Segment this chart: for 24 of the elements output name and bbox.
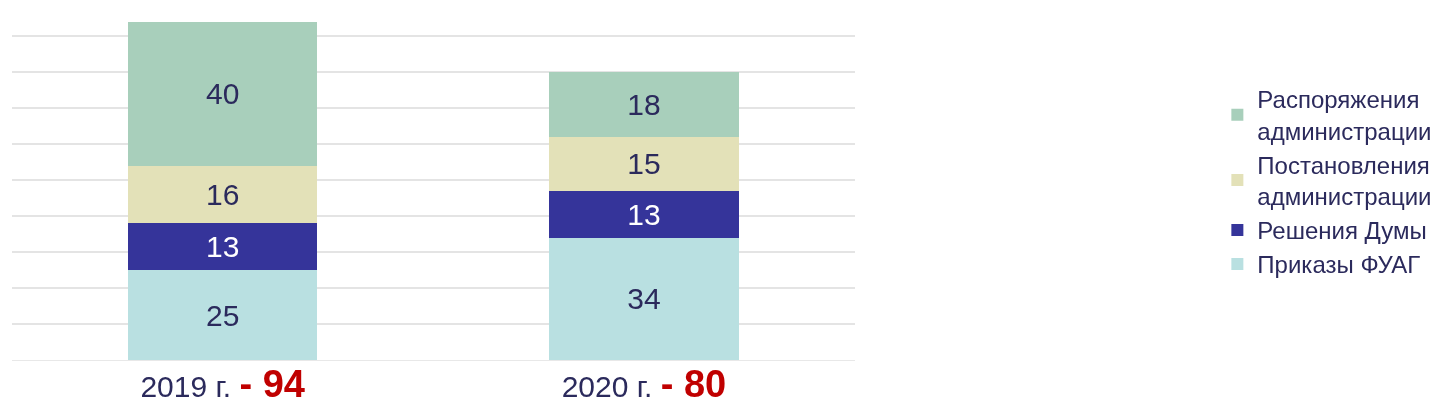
data-label: 15: [627, 147, 661, 181]
x-tick-label: 2019 г.: [140, 370, 232, 403]
bar: [549, 72, 739, 137]
legend-label: Распоряжения администрации: [1257, 86, 1432, 145]
bar: [549, 136, 739, 191]
data-label: 13: [627, 197, 661, 231]
bar: [127, 270, 318, 360]
data-label: 34: [627, 282, 661, 316]
text: - 80: [660, 363, 727, 405]
data-label: 16: [205, 177, 240, 211]
bar: [127, 21, 318, 166]
legend-label: Решения Думы: [1257, 217, 1427, 245]
data-label: 13: [205, 230, 240, 264]
text: - 94: [239, 363, 305, 405]
data-label: 25: [205, 298, 240, 332]
legend-label: Приказы ФУАГ: [1257, 251, 1421, 279]
bar: [549, 237, 739, 360]
data-label: 18: [627, 88, 661, 122]
legend-label: Постановления администрации: [1257, 151, 1432, 211]
bar: [127, 165, 318, 224]
data-label: 40: [205, 77, 240, 111]
x-tick-label: 2020 г.: [561, 370, 653, 403]
bar: [127, 223, 318, 271]
bar: [549, 190, 739, 238]
